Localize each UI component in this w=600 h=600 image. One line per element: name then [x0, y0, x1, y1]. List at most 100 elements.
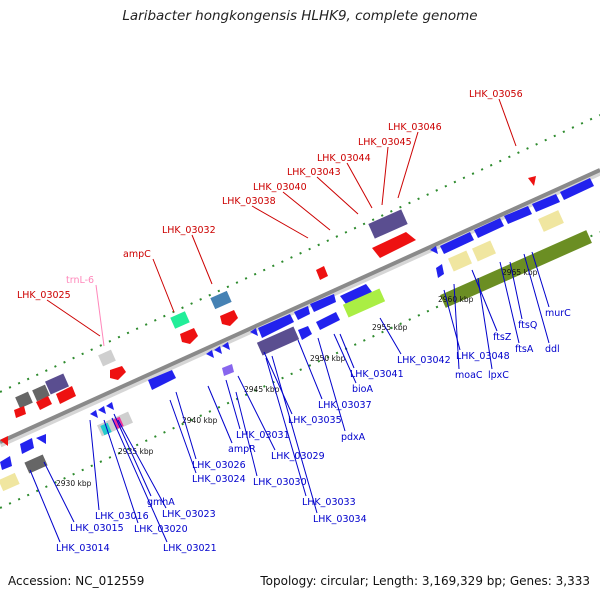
top-gene-label: LHK_03025 [17, 290, 71, 301]
top-gene-label: LHK_03044 [317, 153, 371, 164]
gene-arrow [310, 294, 336, 312]
leader-line [43, 461, 75, 523]
kbp-tick-label: 2940 kbp [182, 416, 218, 425]
gene-arrow [14, 406, 26, 418]
topology-text: Topology: circular; Length: 3,169,329 bp… [260, 574, 590, 588]
gene-arrow [0, 456, 12, 470]
leader-line [113, 413, 152, 497]
gene-block [342, 288, 386, 318]
gene-arrow [206, 350, 214, 358]
gene-block [256, 326, 300, 356]
upper-dotted-track [0, 114, 600, 393]
bottom-gene-label: LHK_03020 [134, 524, 188, 535]
gene-arrow [372, 232, 416, 258]
top-gene-label: LHK_03040 [253, 182, 307, 193]
gene-block [24, 454, 48, 474]
gene-block [32, 384, 50, 402]
label-leader-lines [29, 98, 550, 543]
bottom-gene-label: LHK_03031 [236, 430, 290, 441]
leader-line [29, 469, 61, 543]
gene-arrow [20, 438, 34, 454]
kbp-tick-label: 2960 kbp [438, 295, 474, 304]
gene-arrow [220, 310, 238, 326]
bottom-gene-label: LHK_03042 [397, 355, 451, 366]
leader-line [271, 355, 318, 514]
gene-arrow [98, 406, 106, 414]
leader-line [263, 351, 293, 415]
leader-line [333, 333, 357, 384]
leader-line [531, 251, 550, 308]
bottom-gene-label: ftsZ [493, 332, 512, 343]
gene-block [538, 210, 564, 232]
bottom-gene-label: ftsA [515, 344, 534, 355]
bottom-gene-label: LHK_03041 [350, 369, 404, 380]
bottom-gene-label: LHK_03029 [271, 451, 325, 462]
leader-line [282, 191, 331, 231]
gene-arrow [250, 328, 258, 336]
kbp-ticks: 2930 kbp 2935 kbp 2940 kbp 2945 kbp 2950 kbp… [56, 268, 538, 488]
gene-arrow [36, 434, 46, 444]
kbp-tick-label: 2955 kbp [372, 323, 408, 332]
gene-arrow [148, 370, 176, 390]
gene-arrow [436, 264, 444, 278]
leader-line [397, 131, 419, 199]
gene-arrow [56, 386, 76, 404]
gene-block [170, 311, 190, 329]
leader-line [117, 419, 167, 509]
leader-line [443, 289, 461, 351]
bottom-gene-label: murC [545, 308, 571, 319]
gene-arrow [36, 396, 52, 410]
bottom-gene-label: LHK_03033 [302, 497, 356, 508]
leader-line [95, 284, 105, 347]
leader-line [237, 375, 276, 451]
top-gene-label: LHK_03043 [287, 167, 341, 178]
leader-line [235, 391, 258, 477]
gene-arrow [528, 176, 536, 186]
leader-line [316, 176, 359, 215]
bottom-gene-label: moaC [455, 370, 483, 381]
gene-arrow [504, 206, 532, 224]
gene-arrow [0, 436, 8, 446]
bottom-gene-label: ddl [545, 344, 560, 355]
leader-line [46, 299, 101, 337]
bottom-gene-label: LHK_03048 [456, 351, 510, 362]
gene-arrow [258, 314, 294, 338]
leader-line [152, 258, 175, 313]
gene-arrow [294, 306, 310, 320]
leader-line [346, 162, 373, 209]
leader-line [89, 419, 100, 511]
kbp-tick-label: 2945 kbp [244, 385, 280, 394]
gene-arrow [340, 284, 372, 304]
leader-line [111, 417, 168, 543]
leader-line [453, 283, 460, 370]
gene-arrow [316, 266, 328, 280]
gene-arrow [106, 402, 114, 410]
bottom-gene-label: LHK_03021 [163, 543, 217, 554]
gene-arrow [222, 342, 230, 350]
bottom-gene-label: LHK_03024 [192, 474, 246, 485]
kbp-tick-label: 2935 kbp [118, 447, 154, 456]
leader-line [381, 146, 389, 206]
top-gene-label: LHK_03056 [469, 89, 523, 100]
gene-arrow [298, 326, 312, 340]
gene-arrow [560, 178, 594, 200]
gene-block [368, 209, 408, 239]
leader-line [477, 277, 493, 370]
genome-backbone [0, 168, 600, 444]
kbp-tick-label: 2930 kbp [56, 479, 92, 488]
bottom-gene-label: LHK_03014 [56, 543, 110, 554]
gene-block [45, 373, 69, 395]
bottom-gene-label: gmhA [147, 497, 175, 508]
bottom-gene-label: LHK_03016 [95, 511, 149, 522]
gene-block [100, 422, 112, 436]
gene-arrow [90, 410, 98, 418]
leader-line [509, 261, 523, 320]
top-gene-label: LHK_03038 [222, 196, 276, 207]
leader-line [499, 261, 520, 344]
gene-labels: LHK_03025 trnL-6 ampC LHK_03032 LHK_03038 LHK… [17, 89, 571, 554]
gene-arrow [474, 218, 504, 238]
gene-arrow [440, 232, 474, 254]
top-gene-label: trnL-6 [66, 275, 94, 286]
leader-line [191, 234, 213, 285]
